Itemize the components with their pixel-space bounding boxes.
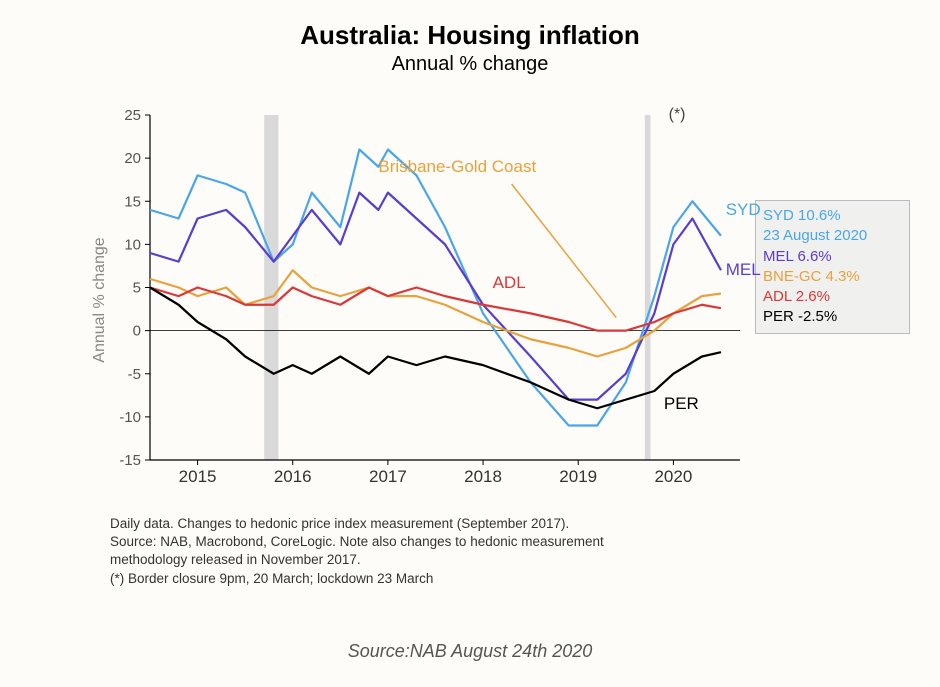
y-axis-label: Annual % change <box>91 237 109 362</box>
footnote-line: methodology released in November 2017. <box>110 551 810 569</box>
footnote-line: Daily data. Changes to hedonic price ind… <box>110 515 810 533</box>
y-tick-label: 10 <box>124 236 141 253</box>
plot-area: Annual % change -15-10-50510152025201520… <box>110 110 750 490</box>
y-tick-label: -10 <box>119 409 141 426</box>
legend-item: SYD 10.6% <box>763 206 902 226</box>
legend-item: MEL 6.6% <box>763 247 902 267</box>
legend-box: SYD 10.6%23 August 2020MEL 6.6%BNE-GC 4.… <box>755 200 910 334</box>
y-tick-label: -15 <box>119 452 141 469</box>
legend-item: 23 August 2020 <box>763 226 902 246</box>
x-tick-label: 2016 <box>274 467 312 486</box>
series-label-brisbane-gold-coast: Brisbane-Gold Coast <box>378 157 536 177</box>
event-band <box>645 115 651 460</box>
series-label-mel: MEL <box>726 260 761 280</box>
series-label-adl: ADL <box>493 273 526 293</box>
y-tick-label: 15 <box>124 193 141 210</box>
x-tick-label: 2020 <box>654 467 692 486</box>
x-tick-label: 2017 <box>369 467 407 486</box>
y-tick-label: 0 <box>133 323 141 340</box>
event-band <box>264 115 278 460</box>
y-tick-label: 25 <box>124 107 141 124</box>
series-line-per <box>150 288 721 409</box>
chart-container: Australia: Housing inflation Annual % ch… <box>40 20 900 580</box>
chart-subtitle: Annual % change <box>40 53 900 76</box>
series-line-syd <box>150 150 721 426</box>
y-tick-label: 5 <box>133 280 141 297</box>
legend-item: BNE-GC 4.3% <box>763 267 902 287</box>
y-tick-label: 20 <box>124 150 141 167</box>
source-attribution: Source:NAB August 24th 2020 <box>0 641 940 662</box>
legend-item: PER -2.5% <box>763 307 902 327</box>
series-line-adl <box>150 288 721 331</box>
footnote-block: Daily data. Changes to hedonic price ind… <box>110 515 810 588</box>
x-tick-label: 2019 <box>559 467 597 486</box>
chart-title: Australia: Housing inflation <box>40 20 900 51</box>
series-label-syd: SYD <box>726 200 761 220</box>
series-line-bne-gc <box>150 270 721 356</box>
annotation-connector <box>512 184 617 318</box>
footnote-line: (*) Border closure 9pm, 20 March; lockdo… <box>110 570 810 588</box>
legend-item: ADL 2.6% <box>763 287 902 307</box>
x-tick-label: 2015 <box>179 467 217 486</box>
series-label-per: PER <box>664 394 699 414</box>
x-tick-label: 2018 <box>464 467 502 486</box>
border-closure-annotation: (*) <box>669 106 686 124</box>
footnote-line: Source: NAB, Macrobond, CoreLogic. Note … <box>110 533 810 551</box>
y-tick-label: -5 <box>128 366 141 383</box>
